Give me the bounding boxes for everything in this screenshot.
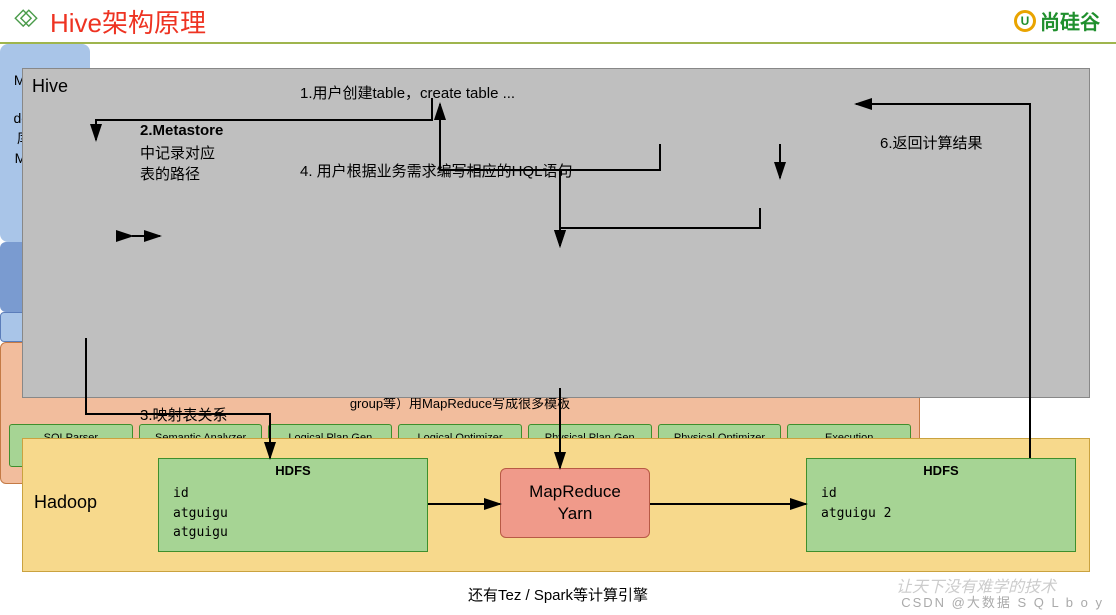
hive-label: Hive — [32, 76, 68, 97]
step2-title: 2.Metastore — [140, 122, 223, 139]
header: Hive架构原理 U 尚硅谷 — [0, 0, 1116, 44]
mapreduce-node: MapReduce Yarn — [500, 468, 650, 538]
step4-text: 4. 用户根据业务需求编写相应的HQL语句 — [300, 160, 573, 181]
step3-text: 3.映射表关系 — [140, 404, 228, 425]
brand-text: 尚硅谷 — [1040, 6, 1100, 35]
page-title: Hive架构原理 — [50, 3, 206, 40]
hdfs2-title: HDFS — [807, 459, 1075, 482]
hadoop-label: Hadoop — [34, 492, 97, 513]
hdfs2-node: HDFS idatguigu 2 — [806, 458, 1076, 552]
diagram-canvas: Hive Metastore (默认 derby数据 库。推荐 MySQL数 据… — [0, 44, 1116, 615]
step6-text: 6.返回计算结果 — [880, 132, 983, 153]
step2-body: 中记录对应 表的路径 — [140, 142, 215, 184]
diamond-icon — [12, 7, 40, 35]
hdfs1-title: HDFS — [159, 459, 427, 482]
hdfs2-body: idatguigu 2 — [807, 482, 1075, 525]
step1-text: 1.用户创建table，create table ... — [300, 82, 515, 103]
hdfs1-node: HDFS idatguiguatguigu — [158, 458, 428, 552]
hdfs1-body: idatguiguatguigu — [159, 482, 427, 545]
hive-container — [22, 68, 1090, 398]
brand-u-icon: U — [1014, 10, 1036, 32]
watermark-csdn: CSDN @大数据 S Q L b o y — [901, 592, 1104, 611]
brand-logo: U 尚硅谷 — [1014, 6, 1100, 35]
